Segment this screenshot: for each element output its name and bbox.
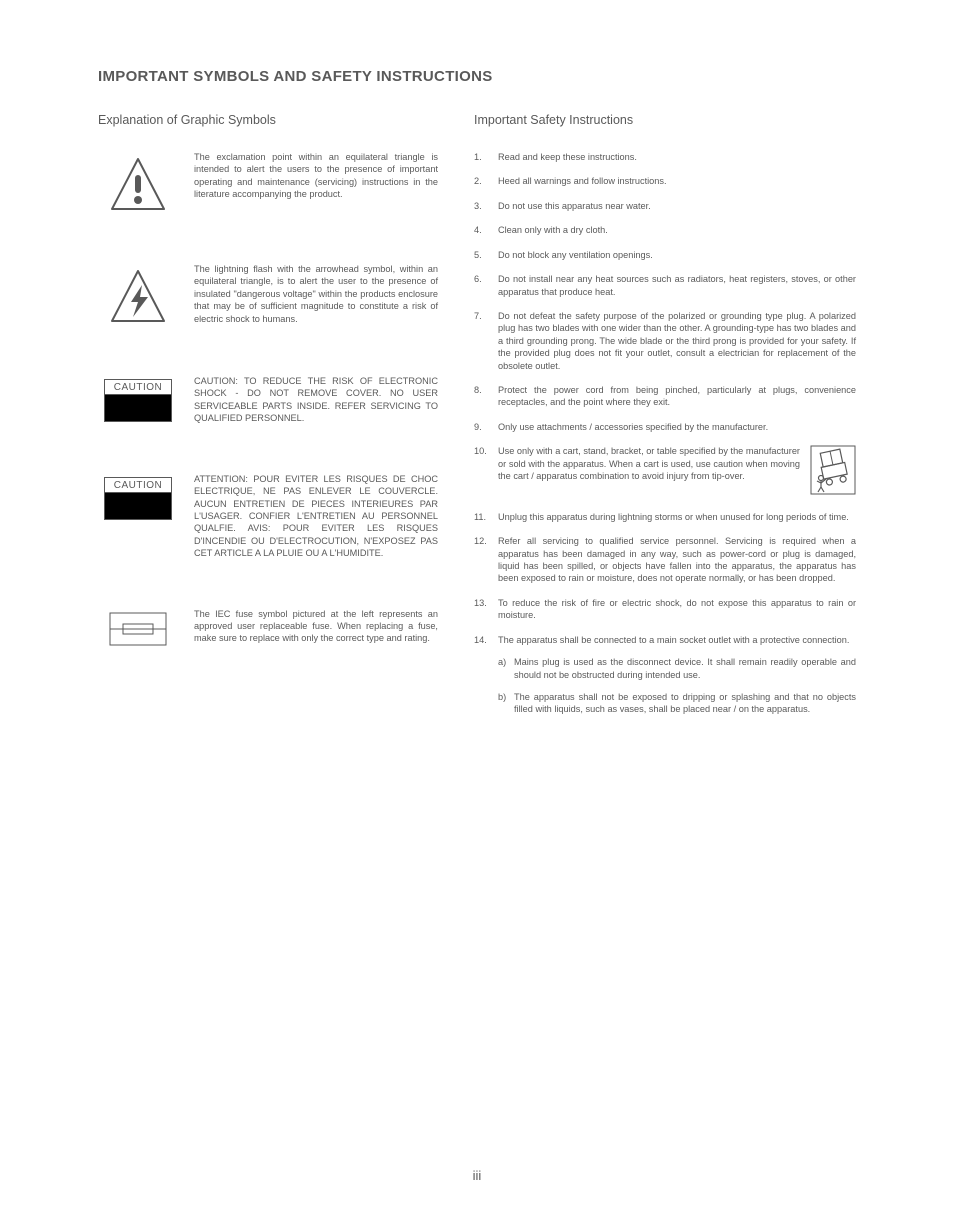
symbol-text: The exclamation point within an equilate… bbox=[194, 151, 438, 201]
right-heading: Important Safety Instructions bbox=[474, 113, 856, 127]
safety-item: Do not use this apparatus near water. bbox=[474, 200, 856, 212]
symbol-text: CAUTION: TO REDUCE THE RISK OF ELECTRONI… bbox=[194, 375, 438, 425]
caution-box-icon: CAUTION bbox=[98, 375, 178, 422]
symbol-row-fuse: The IEC fuse symbol pictured at the left… bbox=[98, 608, 438, 646]
safety-item: Refer all servicing to qualified service… bbox=[474, 535, 856, 585]
safety-item: Heed all warnings and follow instruction… bbox=[474, 175, 856, 187]
two-column-layout: Explanation of Graphic Symbols The excla… bbox=[98, 113, 856, 728]
right-column: Important Safety Instructions Read and k… bbox=[474, 113, 856, 728]
safety-item: Use only with a cart, stand, bracket, or… bbox=[474, 445, 856, 498]
safety-subitem: b)The apparatus shall not be exposed to … bbox=[498, 691, 856, 716]
safety-item: Only use attachments / accessories speci… bbox=[474, 421, 856, 433]
symbol-text: ATTENTION: POUR EVITER LES RISQUES DE CH… bbox=[194, 473, 438, 560]
safety-item: Do not block any ventilation openings. bbox=[474, 249, 856, 261]
left-column: Explanation of Graphic Symbols The excla… bbox=[98, 113, 438, 728]
safety-subitem: a)Mains plug is used as the disconnect d… bbox=[498, 656, 856, 681]
safety-item: Protect the power cord from being pinche… bbox=[474, 384, 856, 409]
safety-item: Do not defeat the safety purpose of the … bbox=[474, 310, 856, 372]
safety-item: Do not install near any heat sources suc… bbox=[474, 273, 856, 298]
left-heading: Explanation of Graphic Symbols bbox=[98, 113, 438, 127]
caution-box-icon: CAUTION bbox=[98, 473, 178, 520]
fuse-icon bbox=[98, 608, 178, 646]
symbol-row-caution-en: CAUTION CAUTION: TO REDUCE THE RISK OF E… bbox=[98, 375, 438, 425]
lightning-triangle-icon bbox=[98, 263, 178, 327]
safety-instructions-list: Read and keep these instructions. Heed al… bbox=[474, 151, 856, 716]
safety-item: Read and keep these instructions. bbox=[474, 151, 856, 163]
symbol-row-exclamation: The exclamation point within an equilate… bbox=[98, 151, 438, 215]
page-title: IMPORTANT SYMBOLS AND SAFETY INSTRUCTION… bbox=[98, 68, 856, 85]
caution-label: CAUTION bbox=[105, 478, 171, 493]
symbol-text: The IEC fuse symbol pictured at the left… bbox=[194, 608, 438, 645]
page-number: iii bbox=[0, 1168, 954, 1183]
safety-item: Clean only with a dry cloth. bbox=[474, 224, 856, 236]
safety-item: To reduce the risk of fire or electric s… bbox=[474, 597, 856, 622]
symbol-text: The lightning flash with the arrowhead s… bbox=[194, 263, 438, 325]
safety-item: Unplug this apparatus during lightning s… bbox=[474, 511, 856, 523]
exclamation-triangle-icon bbox=[98, 151, 178, 215]
cart-tipover-icon bbox=[810, 445, 856, 498]
symbol-row-lightning: The lightning flash with the arrowhead s… bbox=[98, 263, 438, 327]
safety-item: The apparatus shall be connected to a ma… bbox=[474, 634, 856, 716]
symbol-row-caution-fr: CAUTION ATTENTION: POUR EVITER LES RISQU… bbox=[98, 473, 438, 560]
caution-label: CAUTION bbox=[105, 380, 171, 395]
